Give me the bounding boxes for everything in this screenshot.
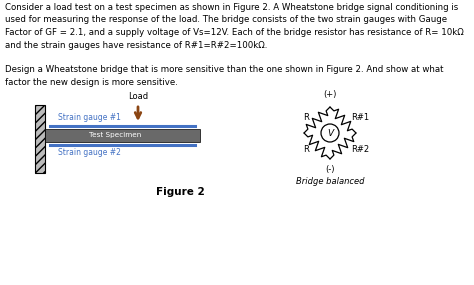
Text: V: V	[327, 129, 333, 137]
Text: R: R	[303, 144, 309, 154]
Text: Design a Wheatstone bridge that is more sensitive than the one shown in Figure 2: Design a Wheatstone bridge that is more …	[5, 66, 444, 74]
Text: R#1: R#1	[351, 113, 369, 121]
Text: Strain gauge #2: Strain gauge #2	[58, 148, 121, 157]
Text: Consider a load test on a test specimen as shown in Figure 2. A Wheatstone bridg: Consider a load test on a test specimen …	[5, 3, 458, 12]
Bar	[45, 129, 200, 142]
Text: Test Specimen: Test Specimen	[89, 133, 141, 139]
Text: Bridge balanced: Bridge balanced	[296, 177, 364, 186]
Circle shape	[321, 124, 339, 142]
Text: (+): (+)	[323, 90, 337, 99]
Text: Strain gauge #1: Strain gauge #1	[58, 113, 121, 122]
Text: factor the new design is more sensitive.: factor the new design is more sensitive.	[5, 78, 178, 87]
Text: used for measuring the response of the load. The bridge consists of the two stra: used for measuring the response of the l…	[5, 15, 447, 25]
Text: Factor of GF = 2.1, and a supply voltage of Vs=12V. Each of the bridge resistor : Factor of GF = 2.1, and a supply voltage…	[5, 28, 464, 37]
Bar	[35, 105, 45, 173]
Text: Figure 2: Figure 2	[155, 187, 204, 197]
Text: Load: Load	[128, 92, 148, 101]
Text: (-): (-)	[325, 165, 335, 174]
Text: R: R	[303, 113, 309, 121]
Text: and the strain gauges have resistance of R#1=R#2=100kΩ.: and the strain gauges have resistance of…	[5, 40, 267, 50]
Text: R#2: R#2	[351, 144, 369, 154]
